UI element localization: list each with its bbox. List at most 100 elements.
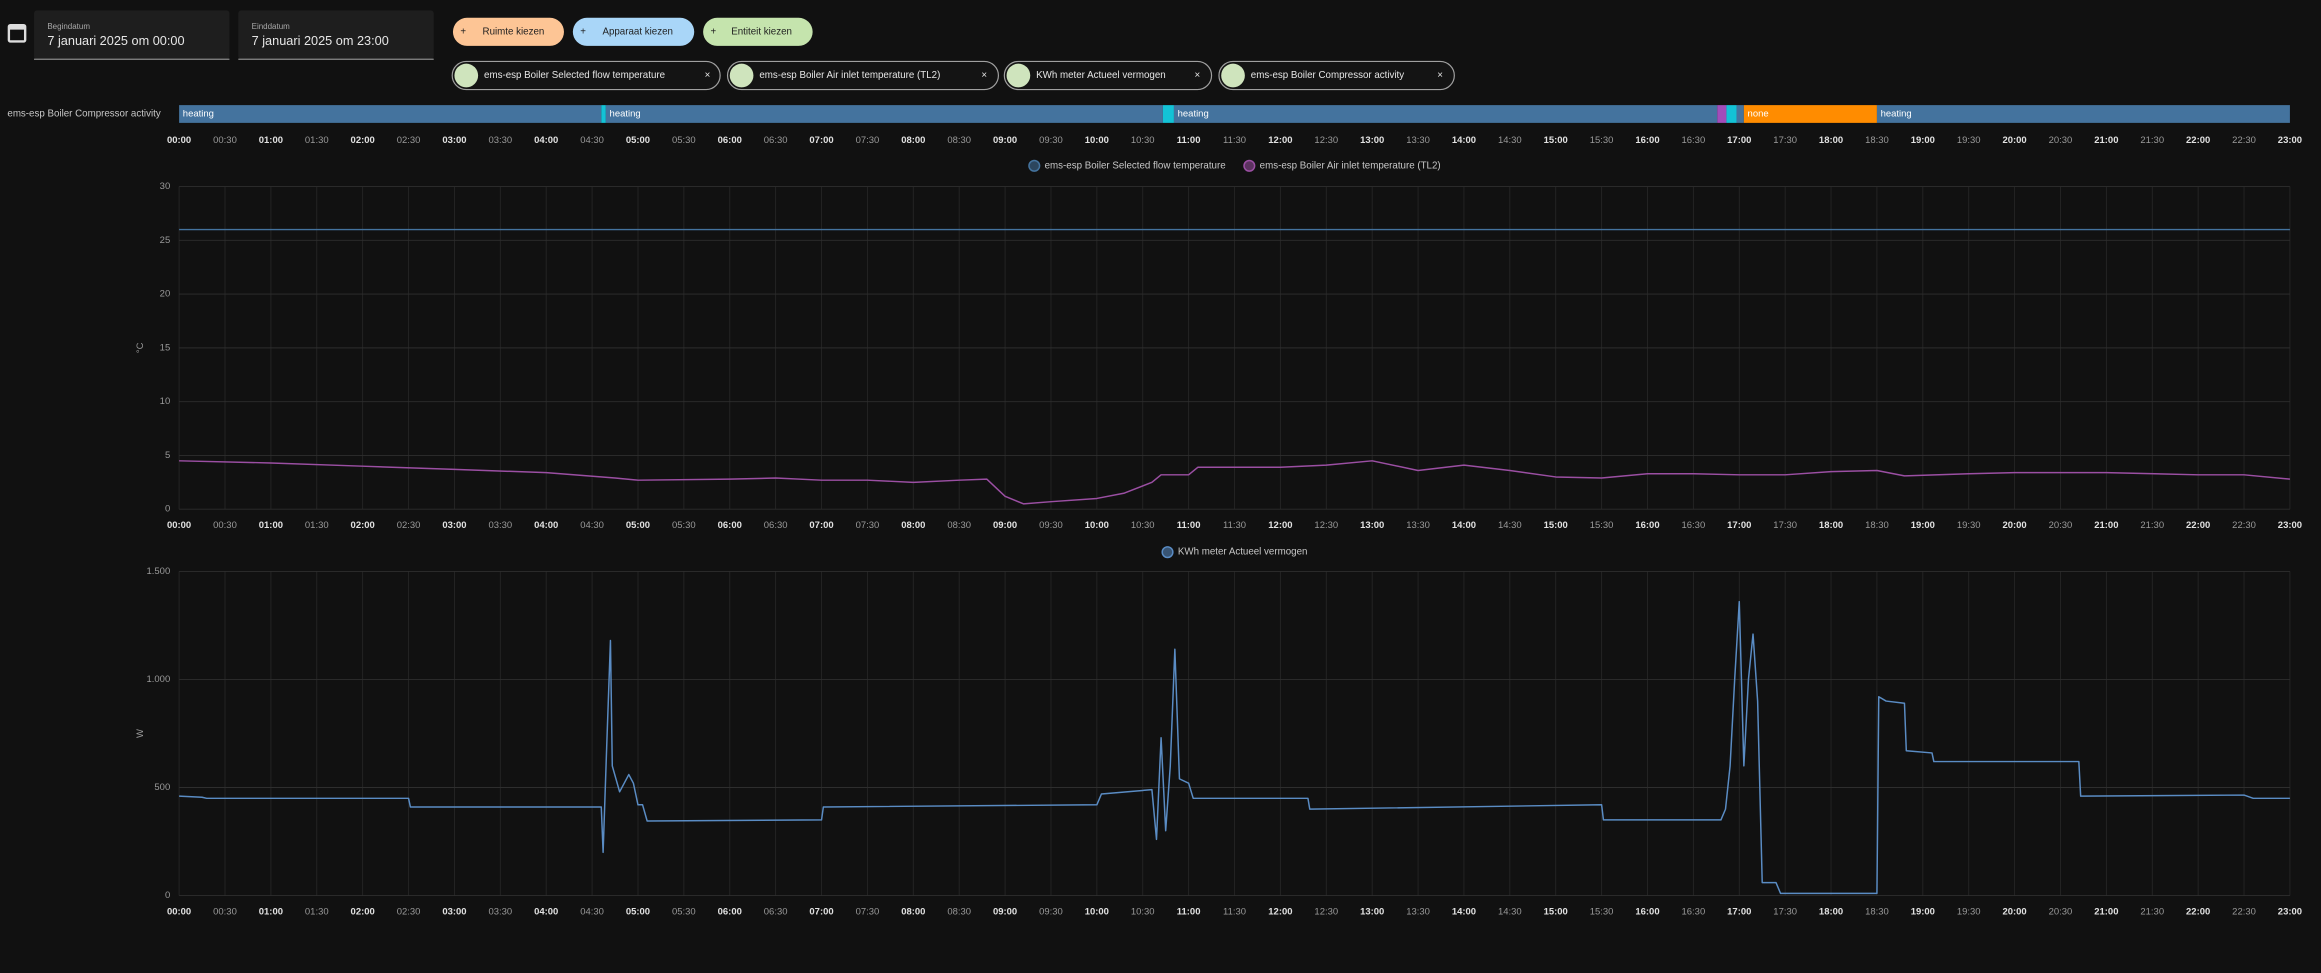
date-picker[interactable] — [7, 24, 27, 43]
x-tick-label: 08:00 — [901, 135, 925, 146]
x-tick-label: 04:30 — [580, 135, 604, 146]
x-tick-label: 18:30 — [1865, 906, 1889, 917]
x-tick-label: 16:30 — [1682, 520, 1706, 531]
x-tick-label: 13:30 — [1406, 520, 1430, 531]
end-date-field[interactable]: Einddatum 7 januari 2025 om 23:00 — [238, 10, 434, 60]
x-tick-label: 17:30 — [1773, 520, 1797, 531]
legend-label: KWh meter Actueel vermogen — [1178, 547, 1308, 558]
entity-chip[interactable]: ems-esp Boiler Compressor activity × — [1218, 60, 1455, 91]
chip-icon — [1221, 63, 1245, 88]
x-tick-label: 07:00 — [809, 906, 833, 917]
x-tick-label: 15:30 — [1590, 906, 1614, 917]
x-tick-label: 21:00 — [2094, 135, 2118, 146]
area-button[interactable]: + Ruimte kiezen — [452, 17, 564, 46]
legend-swatch[interactable] — [1028, 159, 1041, 172]
x-tick-label: 07:00 — [809, 520, 833, 531]
button-label: Apparaat kiezen — [602, 26, 672, 37]
chip-label: ems-esp Boiler Selected flow temperature — [484, 70, 665, 81]
y-tick-label: 0 — [165, 890, 170, 901]
x-tick-label: 09:30 — [1039, 520, 1063, 531]
x-tick-label: 19:00 — [1911, 906, 1935, 917]
chip-label: ems-esp Boiler Air inlet temperature (TL… — [759, 70, 940, 81]
entity-chip[interactable]: KWh meter Actueel vermogen × — [1003, 60, 1213, 91]
x-tick-label: 21:30 — [2140, 135, 2164, 146]
x-tick-label: 01:00 — [259, 906, 283, 917]
timeline-segment — [1726, 105, 1737, 123]
field-value: 7 januari 2025 om 23:00 — [252, 33, 389, 48]
x-tick-label: 18:00 — [1819, 906, 1843, 917]
x-tick-label: 04:00 — [534, 135, 558, 146]
x-tick-label: 19:00 — [1911, 520, 1935, 531]
x-tick-label: 10:00 — [1085, 520, 1109, 531]
chip-remove[interactable]: × — [981, 70, 987, 81]
x-tick-label: 16:30 — [1682, 135, 1706, 146]
timeline-label: ems-esp Boiler Compressor activity — [7, 109, 160, 120]
x-tick-label: 21:00 — [2094, 520, 2118, 531]
timeline-segment — [1736, 105, 1744, 123]
x-tick-label: 20:30 — [2049, 906, 2073, 917]
x-tick-label: 23:00 — [2278, 135, 2302, 146]
entity-chip[interactable]: ems-esp Boiler Air inlet temperature (TL… — [726, 60, 1000, 91]
x-tick-label: 13:30 — [1406, 906, 1430, 917]
y-axis-label: °C — [135, 342, 146, 353]
x-tick-label: 22:00 — [2186, 135, 2210, 146]
chip-remove[interactable]: × — [705, 70, 711, 81]
y-tick-label: 25 — [160, 235, 171, 246]
legend-swatch[interactable] — [1243, 159, 1256, 172]
x-tick-label: 16:00 — [1635, 906, 1659, 917]
entity-button[interactable]: + Entiteit kiezen — [703, 17, 813, 46]
x-tick-label: 02:00 — [351, 135, 375, 146]
x-tick-label: 13:30 — [1406, 135, 1430, 146]
chip-icon — [729, 63, 754, 88]
x-tick-label: 15:30 — [1590, 135, 1614, 146]
x-tick-label: 09:00 — [993, 135, 1017, 146]
x-tick-label: 05:30 — [672, 906, 696, 917]
x-tick-label: 14:00 — [1452, 906, 1476, 917]
x-tick-label: 19:30 — [1957, 906, 1981, 917]
x-tick-label: 05:00 — [626, 906, 650, 917]
plus-icon: + — [460, 26, 466, 37]
x-tick-label: 03:00 — [442, 520, 466, 531]
timeline-segment — [601, 105, 606, 123]
x-tick-label: 19:30 — [1957, 135, 1981, 146]
x-tick-label: 19:00 — [1911, 135, 1935, 146]
chip-remove[interactable]: × — [1195, 70, 1201, 81]
y-tick-label: 0 — [165, 504, 170, 515]
chip-label: ems-esp Boiler Compressor activity — [1251, 70, 1404, 81]
button-bg — [572, 17, 695, 46]
x-tick-label: 13:00 — [1360, 906, 1384, 917]
x-tick-label: 02:00 — [351, 520, 375, 531]
x-tick-label: 17:30 — [1773, 135, 1797, 146]
chip-remove[interactable]: × — [1437, 70, 1443, 81]
x-tick-label: 03:30 — [488, 520, 512, 531]
device-button[interactable]: + Apparaat kiezen — [572, 17, 695, 46]
legend-swatch[interactable] — [1161, 546, 1174, 559]
x-tick-label: 18:00 — [1819, 135, 1843, 146]
x-tick-label: 13:00 — [1360, 135, 1384, 146]
x-tick-label: 02:30 — [397, 520, 421, 531]
chip-bg — [1218, 60, 1455, 91]
x-tick-label: 04:00 — [534, 906, 558, 917]
segment-label: heating — [183, 109, 214, 120]
x-tick-label: 18:30 — [1865, 135, 1889, 146]
x-tick-label: 09:30 — [1039, 135, 1063, 146]
button-bg — [703, 17, 813, 46]
x-tick-label: 07:00 — [809, 135, 833, 146]
legend: KWh meter Actueel vermogen — [1161, 546, 1308, 559]
y-tick-label: 500 — [154, 782, 170, 793]
x-tick-label: 07:30 — [856, 135, 880, 146]
x-tick-label: 09:00 — [993, 520, 1017, 531]
field-bg — [34, 10, 230, 60]
entity-chip[interactable]: ems-esp Boiler Selected flow temperature… — [451, 60, 721, 91]
x-tick-label: 22:30 — [2232, 520, 2256, 531]
x-tick-label: 03:30 — [488, 906, 512, 917]
x-tick-label: 07:30 — [856, 520, 880, 531]
x-tick-label: 02:00 — [351, 906, 375, 917]
start-date-field[interactable]: Begindatum 7 januari 2025 om 00:00 — [34, 10, 230, 60]
x-tick-label: 11:30 — [1223, 520, 1246, 531]
x-tick-label: 00:30 — [213, 135, 237, 146]
timeline-segment — [1876, 105, 2290, 123]
x-tick-label: 05:00 — [626, 135, 650, 146]
x-tick-label: 16:00 — [1635, 135, 1659, 146]
x-tick-label: 21:30 — [2140, 520, 2164, 531]
